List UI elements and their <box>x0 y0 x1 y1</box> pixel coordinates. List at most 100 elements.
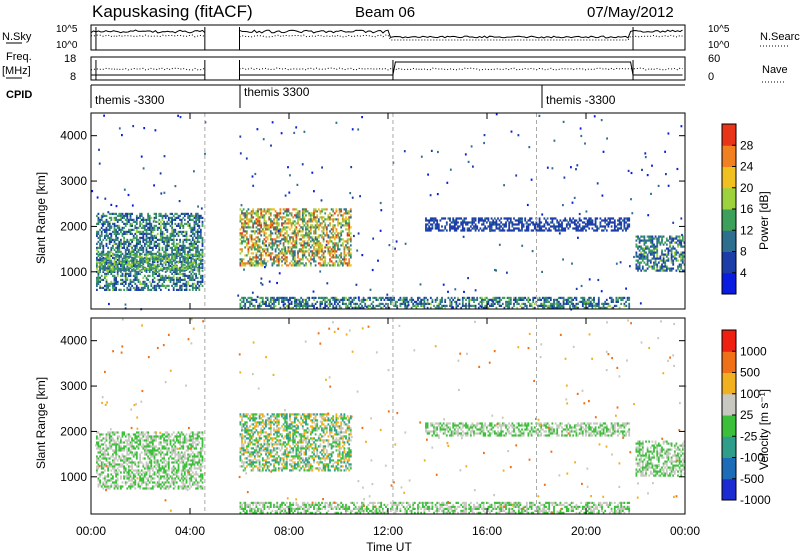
power-cell <box>260 254 263 257</box>
power-cell <box>257 250 259 253</box>
power-cell <box>469 221 472 224</box>
power-cell <box>266 260 269 263</box>
power-cell <box>625 304 628 307</box>
power-cell <box>474 219 477 222</box>
power-cell <box>201 220 204 223</box>
power-cell <box>260 260 263 263</box>
power-cell <box>191 265 194 268</box>
power-cell <box>120 244 122 247</box>
power-cell <box>472 165 474 168</box>
power-cell <box>319 242 322 245</box>
power-cell <box>537 298 539 301</box>
power-cell <box>301 240 304 243</box>
power-cell <box>249 260 251 263</box>
power-cell <box>123 280 125 283</box>
power-cell <box>357 306 360 309</box>
power-cell <box>330 296 333 299</box>
power-cell <box>493 223 496 226</box>
power-cell <box>600 119 603 122</box>
power-cell <box>300 300 303 303</box>
power-cell <box>509 219 512 222</box>
power-cell <box>308 218 311 221</box>
power-cell <box>357 296 360 299</box>
power-cell <box>647 214 650 217</box>
power-cell <box>672 259 675 262</box>
power-cell <box>308 252 311 255</box>
power-cell <box>167 216 170 219</box>
power-cell <box>153 269 156 272</box>
power-cell <box>292 306 295 309</box>
power-cell <box>142 262 145 265</box>
power-cell <box>158 222 161 225</box>
power-cell <box>537 223 539 226</box>
power-cell <box>340 252 343 255</box>
power-cell <box>126 261 129 264</box>
power-cell <box>354 302 357 305</box>
power-cell <box>169 259 172 262</box>
power-cell <box>335 210 338 213</box>
velocity-cell <box>100 473 103 476</box>
power-cell <box>118 288 121 291</box>
power-cell <box>343 260 346 263</box>
power-cell <box>182 284 185 287</box>
power-cell <box>506 217 509 220</box>
velocity-cell <box>108 485 111 488</box>
power-cell <box>121 246 124 249</box>
power-cell <box>124 276 127 279</box>
power-cell <box>159 224 162 227</box>
velocity-cell <box>104 453 106 456</box>
power-cell <box>359 195 361 198</box>
velocity-cell <box>97 445 100 448</box>
power-cell <box>559 219 562 222</box>
power-cell <box>281 252 283 255</box>
power-cell <box>548 227 551 230</box>
power-cell <box>346 240 349 243</box>
power-cell <box>426 306 429 309</box>
power-cell <box>188 222 191 225</box>
power-cell <box>135 244 138 247</box>
power-cell <box>306 244 309 247</box>
velocity-cell <box>100 457 103 460</box>
power-cell <box>640 257 643 260</box>
power-cell <box>121 232 124 235</box>
power-cell <box>100 232 103 235</box>
power-cell <box>554 302 557 305</box>
power-cell <box>241 250 243 253</box>
power-cell <box>156 242 159 245</box>
power-cell <box>156 232 159 235</box>
power-cell <box>322 220 325 223</box>
power-cell <box>333 226 336 229</box>
power-cell <box>98 162 101 165</box>
power-cell <box>123 269 125 272</box>
power-cell <box>606 137 608 140</box>
power-cell <box>635 255 638 258</box>
power-cell <box>290 246 293 249</box>
power-cell <box>196 267 199 270</box>
power-cell <box>274 222 277 225</box>
power-cell <box>455 223 458 226</box>
nsearch-label: N.Search <box>760 31 800 43</box>
power-cell <box>187 260 189 263</box>
power-cell <box>421 304 424 307</box>
power-cell <box>277 296 280 299</box>
power-cell <box>580 219 583 222</box>
power-cell <box>618 227 621 230</box>
power-cell <box>406 305 409 308</box>
power-cell <box>161 255 164 258</box>
power-cell <box>314 220 317 223</box>
power-cell <box>253 248 256 251</box>
power-cell <box>311 226 314 229</box>
power-cell <box>316 214 319 217</box>
power-cell <box>353 306 355 309</box>
power-cell <box>190 256 193 259</box>
power-cell <box>298 212 301 215</box>
power-cell <box>118 242 121 245</box>
power-cell <box>338 300 341 303</box>
power-cell <box>187 264 189 267</box>
power-cell <box>243 268 245 271</box>
power-cell <box>261 262 264 265</box>
power-cell <box>620 217 623 220</box>
power-cell <box>252 208 255 211</box>
power-cell <box>105 238 108 241</box>
power-cell <box>115 286 117 289</box>
